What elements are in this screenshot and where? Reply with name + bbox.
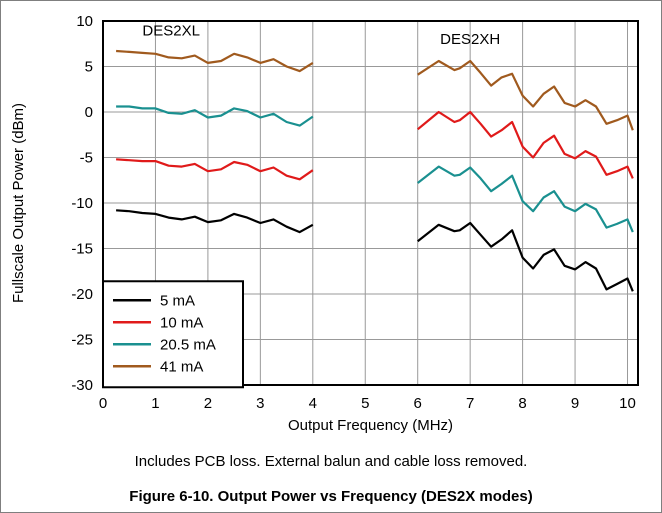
series-line bbox=[417, 221, 634, 292]
y-tick-label: -10 bbox=[71, 195, 93, 212]
x-tick-label: 1 bbox=[151, 395, 159, 412]
annotation-label: DES2XL bbox=[142, 23, 200, 40]
legend-label: 41 mA bbox=[160, 358, 203, 375]
y-tick-label: 5 bbox=[85, 59, 93, 76]
x-tick-label: 6 bbox=[414, 395, 422, 412]
y-tick-label: -30 bbox=[71, 377, 93, 394]
series-line bbox=[417, 110, 634, 179]
x-tick-label: 2 bbox=[204, 395, 212, 412]
series-line bbox=[116, 105, 314, 127]
tick-labels: 0 1 2 3 4 5 6 7 8 9 10 10 5 0 -5 -10 -15 -20 -25 -30 bbox=[71, 13, 636, 412]
y-tick-label: -5 bbox=[80, 150, 93, 167]
x-tick-label: 3 bbox=[256, 395, 264, 412]
chart: 0 1 2 3 4 5 6 7 8 9 10 10 5 0 -5 -10 -15 -20 -25 -30 Fullsc… bbox=[10, 13, 639, 434]
y-tick-label: -25 bbox=[71, 332, 93, 349]
series-line bbox=[417, 165, 634, 233]
figure-note: Includes PCB loss. External balun and ca… bbox=[134, 453, 528, 470]
x-tick-label: 4 bbox=[309, 395, 317, 412]
legend: 5 mA 10 mA 20.5 mA 41 mA bbox=[102, 280, 244, 389]
annotations: DES2XL DES2XH bbox=[142, 23, 500, 48]
y-tick-label: -20 bbox=[71, 286, 93, 303]
series-line bbox=[116, 209, 314, 234]
annotation-label: DES2XH bbox=[440, 31, 500, 48]
series-line bbox=[417, 59, 634, 131]
x-tick-label: 10 bbox=[619, 395, 636, 412]
x-tick-label: 0 bbox=[99, 395, 107, 412]
series-line bbox=[116, 158, 314, 181]
x-tick-label: 9 bbox=[571, 395, 579, 412]
x-tick-label: 7 bbox=[466, 395, 474, 412]
series-layer bbox=[116, 49, 634, 292]
legend-label: 20.5 mA bbox=[160, 336, 216, 353]
legend-label: 5 mA bbox=[160, 292, 195, 309]
figure-caption: Figure 6-10. Output Power vs Frequency (… bbox=[129, 488, 533, 505]
y-tick-label: -15 bbox=[71, 241, 93, 258]
y-tick-label: 10 bbox=[76, 13, 93, 30]
x-tick-label: 5 bbox=[361, 395, 369, 412]
y-axis-label: Fullscale Output Power (dBm) bbox=[10, 103, 27, 303]
legend-label: 10 mA bbox=[160, 314, 203, 331]
y-tick-label: 0 bbox=[85, 104, 93, 121]
series-line bbox=[116, 49, 314, 73]
x-axis-label: Output Frequency (MHz) bbox=[288, 417, 453, 434]
x-tick-label: 8 bbox=[518, 395, 526, 412]
plot-frame bbox=[102, 20, 639, 386]
legend-box bbox=[102, 280, 244, 389]
